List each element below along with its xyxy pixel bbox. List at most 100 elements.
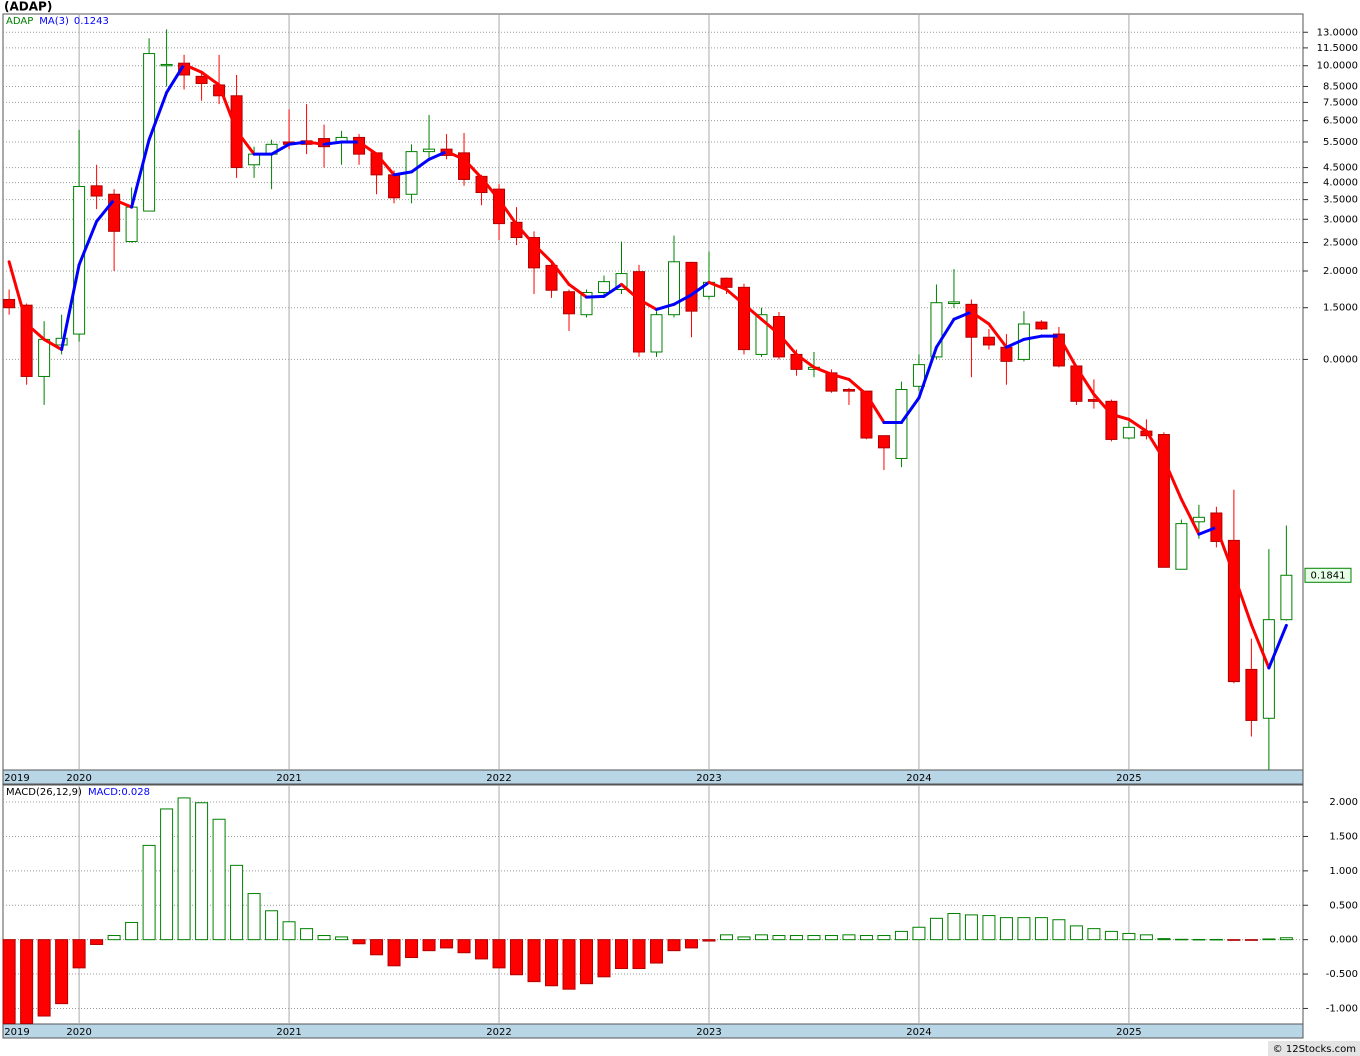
macd-bar — [842, 934, 856, 941]
macd-bar — [492, 939, 506, 969]
macd-bar — [475, 939, 489, 960]
ma-line — [654, 302, 676, 311]
macd-bar — [230, 864, 244, 941]
macd-bar — [947, 913, 961, 941]
ma-line — [777, 332, 798, 356]
ma-line — [917, 345, 938, 400]
candle-body — [965, 303, 978, 338]
ma-line — [95, 198, 116, 223]
macd-bar — [1069, 925, 1083, 941]
y-tick-label: 0.000 — [1329, 935, 1358, 946]
candle-body — [160, 63, 173, 67]
footer-bar — [1268, 1041, 1360, 1056]
ma-line — [25, 322, 46, 341]
candle-body — [1122, 426, 1135, 439]
macd-bar — [352, 939, 366, 945]
macd-bar — [1034, 917, 1048, 941]
macd-bar — [737, 936, 751, 941]
y-tick-label: -1.000 — [1326, 1003, 1358, 1014]
legend-entry: MA(3) — [39, 16, 69, 27]
candle-body — [772, 316, 785, 358]
macd-bar — [370, 939, 384, 956]
last-price-box — [1304, 567, 1352, 583]
date-strip — [2, 769, 1304, 785]
y-tick-label: 1.500 — [1329, 831, 1358, 842]
macd-bar — [789, 935, 803, 941]
ma-line — [235, 129, 256, 156]
candle-body — [947, 301, 960, 305]
ma-line — [532, 243, 554, 264]
macd-bar — [125, 921, 139, 941]
candle-body — [248, 153, 261, 166]
y-tick-label: 13.0000 — [1317, 27, 1358, 38]
ma-line — [305, 140, 326, 146]
macd-bar — [107, 935, 121, 941]
macd-bar — [1122, 932, 1136, 941]
ma-line — [1197, 525, 1218, 536]
macd-bar — [982, 915, 996, 941]
macd-bar — [1279, 937, 1293, 941]
candle-body — [895, 388, 908, 459]
y-tick-label: -0.500 — [1326, 969, 1358, 980]
macd-bar — [1017, 917, 1031, 941]
ma-line — [952, 310, 973, 321]
ma-line — [934, 317, 956, 349]
ma-line — [1249, 623, 1271, 670]
ma-line — [1179, 497, 1201, 536]
x-tick-label: 2022 — [486, 1027, 511, 1038]
ma-line — [969, 310, 991, 326]
macd-bar — [615, 939, 629, 970]
candle-body — [1105, 400, 1118, 440]
ma-line — [1214, 525, 1236, 577]
candle-body — [737, 286, 750, 351]
ma-line — [410, 157, 431, 174]
macd-bar — [1192, 938, 1206, 941]
x-tick-label: 2021 — [276, 1027, 301, 1038]
candle-body — [90, 185, 103, 197]
ma-line — [357, 140, 379, 156]
ma-line — [322, 140, 344, 146]
ma-line — [847, 377, 868, 396]
ma-line — [550, 260, 571, 286]
candle-body — [982, 336, 995, 346]
macd-bar — [317, 935, 331, 941]
ma-line — [445, 150, 466, 161]
macd-bar — [160, 808, 174, 941]
candle-body — [1175, 523, 1188, 570]
macd-bar — [597, 939, 611, 978]
ma-line — [1092, 392, 1113, 416]
candle-body — [108, 193, 121, 232]
legend: ADAP MA(3) 0.1243 — [6, 16, 109, 27]
ma-line — [794, 352, 816, 369]
legend-value: 0.028 — [121, 787, 150, 798]
ma-line — [1144, 429, 1166, 461]
candle-body — [528, 237, 541, 269]
ma-line — [270, 142, 291, 156]
x-tick-label: 2019 — [4, 773, 29, 784]
macd-bar — [177, 797, 191, 941]
ma-line — [165, 62, 186, 95]
y-tick-label: 2.000 — [1329, 797, 1358, 808]
candle-body — [633, 271, 646, 353]
candle-body — [720, 277, 733, 288]
candle-body — [73, 185, 86, 335]
macd-bar — [300, 928, 314, 941]
candle-body — [685, 261, 698, 312]
date-strip — [2, 1023, 1304, 1039]
x-tick-label: 2021 — [276, 773, 301, 784]
macd-bar — [457, 939, 471, 954]
candle-body — [1192, 516, 1205, 523]
ma-line — [567, 282, 589, 299]
macd-bar — [422, 939, 436, 952]
candle-body — [195, 75, 208, 84]
macd-bar — [20, 939, 34, 1025]
candle-body — [1035, 321, 1048, 330]
ma-line — [1074, 365, 1096, 396]
legend-entry: ADAP — [6, 16, 33, 27]
candle-body — [580, 291, 593, 316]
ma-line — [77, 219, 99, 267]
ma-line — [724, 288, 746, 306]
candle-body — [912, 364, 925, 387]
ma-line — [392, 170, 414, 177]
y-tick-label: 2.5000 — [1323, 238, 1358, 249]
